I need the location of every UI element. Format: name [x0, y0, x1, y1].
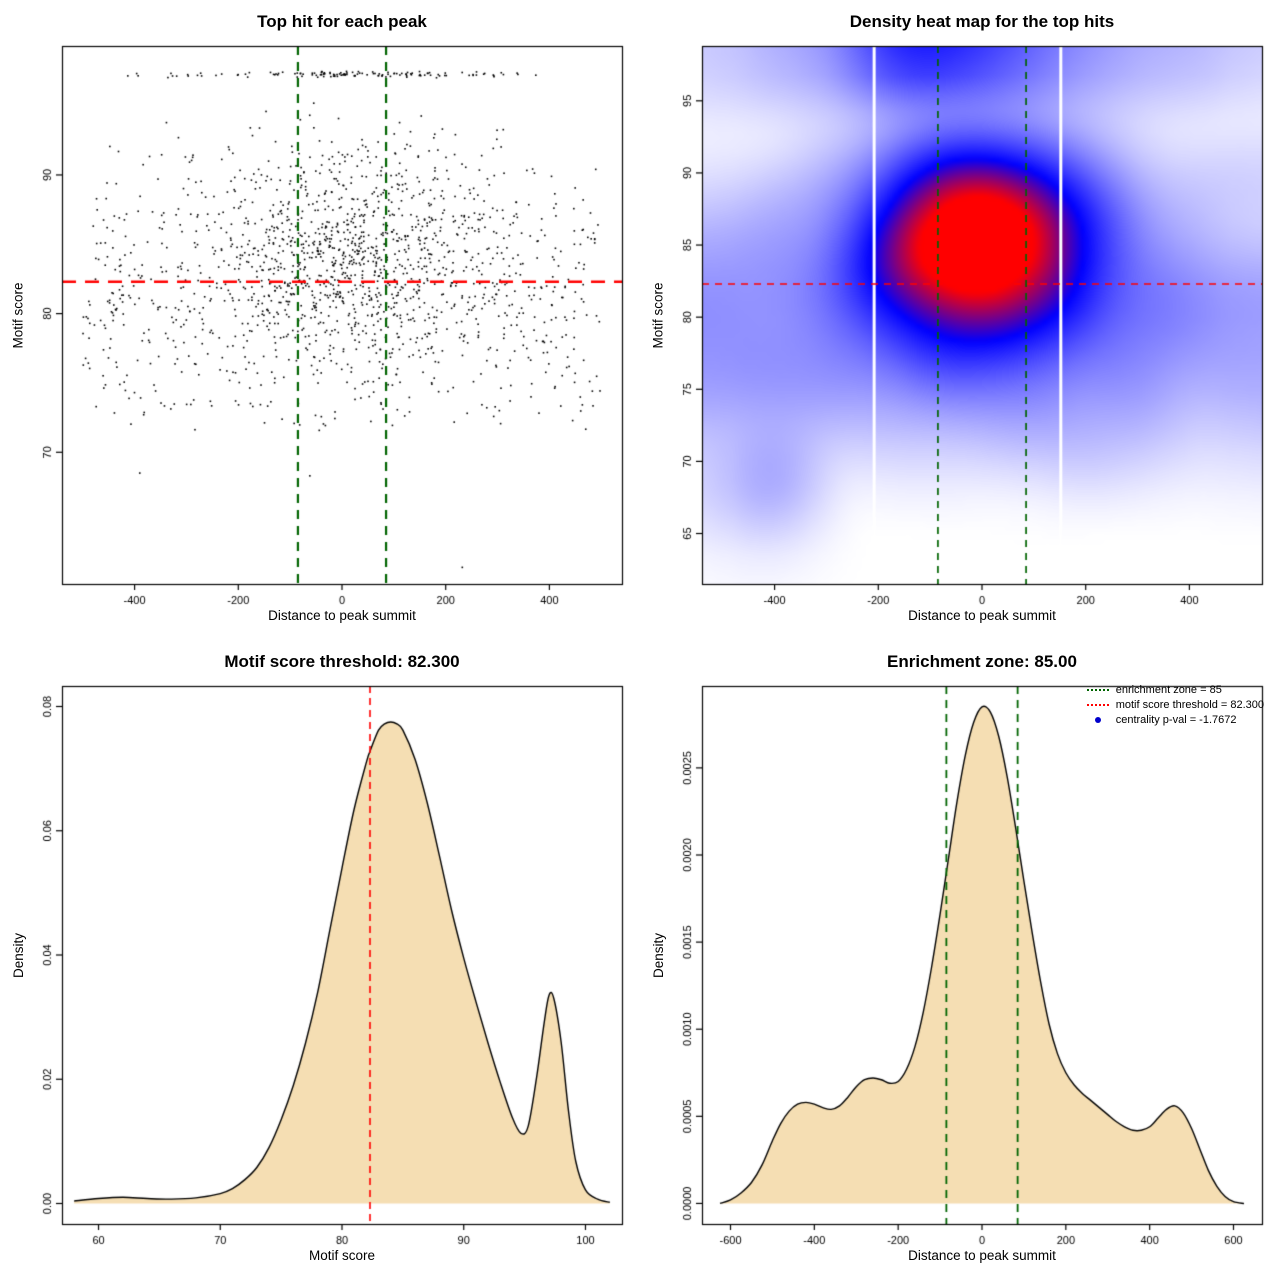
chart-title: Top hit for each peak	[257, 12, 427, 31]
x-axis-label: Motif score	[308, 1248, 376, 1263]
panel-motif-score-density: Motif score threshold: 82.300 Motif scor…	[0, 640, 640, 1280]
x-axis-label: Distance to peak summit	[908, 608, 1056, 623]
legend: enrichment zone = 85 motif score thresho…	[1086, 684, 1264, 726]
panel-top-hit-scatter: Top hit for each peak Distance to peak s…	[0, 0, 640, 640]
legend-item: centrality p-val = -1.7672	[1087, 714, 1264, 726]
heatmap-canvas	[640, 0, 1280, 640]
enrichment-zone-line-marker	[1086, 689, 1109, 691]
legend-item: enrichment zone = 85	[1086, 684, 1264, 696]
panel-density-heatmap: Density heat map for the top hits Distan…	[640, 0, 1280, 640]
chart-title: Motif score threshold: 82.300	[224, 652, 460, 671]
distance-density-canvas	[640, 640, 1280, 1280]
legend-label: motif score threshold = 82.300	[1115, 699, 1264, 711]
x-axis-label: Distance to peak summit	[908, 1248, 1056, 1263]
chart-title: Enrichment zone: 85.00	[887, 652, 1077, 671]
panel-enrichment-zone-density: Enrichment zone: 85.00 Distance to peak …	[640, 640, 1280, 1280]
threshold-line-marker	[1086, 704, 1109, 706]
legend-label: enrichment zone = 85	[1115, 684, 1222, 696]
legend-item: motif score threshold = 82.300	[1086, 699, 1264, 711]
legend-label: centrality p-val = -1.7672	[1115, 714, 1237, 726]
centrality-point-marker	[1094, 717, 1101, 723]
chart-title: Density heat map for the top hits	[849, 12, 1115, 31]
motif-density-canvas	[0, 640, 640, 1280]
scatter-plot-canvas	[0, 0, 640, 640]
x-axis-label: Distance to peak summit	[268, 608, 416, 623]
